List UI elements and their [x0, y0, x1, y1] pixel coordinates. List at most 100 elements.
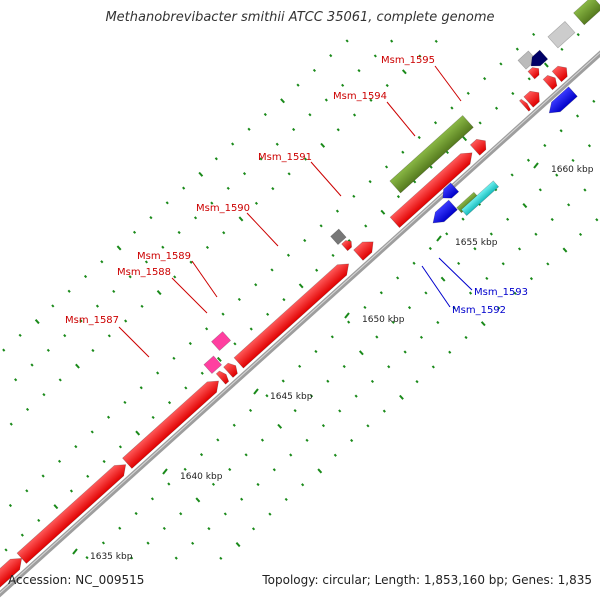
- tick-mark: [198, 171, 204, 177]
- cds-forward-red[interactable]: [542, 73, 560, 91]
- misc-feature-gray[interactable]: [330, 228, 347, 246]
- cds-forward-red[interactable]: [389, 148, 477, 229]
- tick-mark: [14, 378, 18, 382]
- genome-summary-text: Topology: circular; Length: 1,853,160 bp…: [262, 573, 592, 587]
- misc-feature-gray[interactable]: [547, 21, 576, 49]
- cds-forward-red[interactable]: [551, 63, 571, 83]
- cds-reverse-navy[interactable]: [527, 49, 549, 70]
- tick-mark: [150, 497, 155, 501]
- tick-mark: [9, 422, 13, 426]
- tick-mark: [550, 217, 554, 222]
- tick-mark: [363, 305, 367, 310]
- tick-mark: [296, 83, 300, 87]
- tick-mark: [235, 542, 241, 548]
- tick-mark: [107, 334, 111, 338]
- tick-mark: [301, 483, 305, 487]
- tick-mark: [30, 363, 34, 367]
- cds-forward-red[interactable]: [523, 87, 544, 108]
- tick-mark: [233, 342, 237, 346]
- tick-mark: [149, 216, 153, 220]
- tick-mark: [485, 276, 489, 281]
- tick-mark: [345, 39, 349, 43]
- gene-label-msm-1590[interactable]: Msm_1590: [196, 203, 250, 214]
- major-tick-mark: [253, 388, 259, 395]
- tick-label: 1635 kbp: [90, 552, 133, 562]
- tick-mark: [222, 231, 226, 235]
- cds-reverse-blue[interactable]: [429, 199, 458, 228]
- tick-mark: [238, 216, 244, 222]
- tick-mark: [560, 47, 564, 51]
- tick-mark: [308, 113, 312, 117]
- tick-mark: [289, 453, 293, 457]
- tick-mark: [522, 203, 528, 209]
- tick-mark: [91, 348, 95, 353]
- cds-forward-red[interactable]: [233, 259, 353, 369]
- tick-mark: [182, 186, 186, 190]
- cds-forward-red-small[interactable]: [527, 65, 542, 80]
- accession-text: Accession: NC_009515: [8, 573, 145, 587]
- cds-forward-red[interactable]: [353, 237, 378, 261]
- gene-label-msm-1592[interactable]: Msm_1592: [452, 305, 506, 316]
- tick-mark: [396, 276, 400, 280]
- gene-label-msm-1595[interactable]: Msm_1595: [381, 55, 435, 66]
- cds-reverse-blue[interactable]: [545, 86, 578, 118]
- tick-mark: [256, 482, 260, 487]
- tick-mark: [101, 541, 106, 545]
- cds-reverse-blue[interactable]: [439, 182, 460, 203]
- tick-mark: [298, 364, 302, 368]
- gene-label-msm-1589[interactable]: Msm_1589: [137, 251, 191, 262]
- tick-mark: [254, 201, 259, 205]
- tick-mark: [468, 291, 473, 295]
- cds-forward-red[interactable]: [518, 98, 531, 112]
- tick-mark: [116, 245, 122, 251]
- tick-mark: [165, 201, 169, 205]
- tick-mark: [375, 335, 379, 339]
- tick-mark: [357, 69, 361, 73]
- tick-mark: [232, 423, 236, 427]
- tick-mark: [8, 503, 13, 508]
- tick-mark: [161, 245, 165, 249]
- gene-label-msm-1593[interactable]: Msm_1593: [474, 287, 528, 298]
- label-leader-line: [421, 265, 451, 308]
- misc-feature-cyan[interactable]: [460, 180, 500, 216]
- tick-mark: [494, 106, 499, 110]
- tick-mark: [309, 394, 314, 398]
- tick-mark: [515, 47, 519, 51]
- tick-mark: [303, 157, 308, 161]
- tick-mark: [95, 304, 100, 308]
- cds-forward-red[interactable]: [0, 553, 26, 600]
- misc-feature-green[interactable]: [573, 0, 600, 26]
- tick-mark: [445, 150, 450, 155]
- rna-feature-pink[interactable]: [211, 331, 232, 351]
- cds-forward-red-small[interactable]: [341, 238, 355, 252]
- label-leader-line: [191, 260, 218, 298]
- cds-forward-red[interactable]: [469, 136, 490, 156]
- tick-mark: [193, 216, 198, 220]
- tick-mark: [391, 320, 395, 324]
- genome-backbone: [0, 50, 600, 598]
- gene-label-msm-1594[interactable]: Msm_1594: [333, 91, 387, 102]
- tick-mark: [538, 188, 542, 192]
- tick-mark: [281, 379, 285, 383]
- cds-forward-red[interactable]: [122, 376, 224, 469]
- misc-feature-green[interactable]: [389, 115, 474, 194]
- gene-labels: Msm_1587 Msm_1588 Msm_1589 Msm_1590 Msm_…: [65, 55, 528, 358]
- tick-mark: [42, 393, 46, 397]
- cds-forward-red[interactable]: [223, 360, 241, 378]
- cds-forward-red[interactable]: [16, 459, 130, 564]
- tick-mark: [396, 195, 401, 199]
- tick-mark: [428, 246, 432, 251]
- label-leader-line: [171, 277, 208, 314]
- gene-label-msm-1587[interactable]: Msm_1587: [65, 315, 119, 326]
- tick-mark: [555, 173, 559, 177]
- gene-label-msm-1591[interactable]: Msm_1591: [258, 152, 312, 163]
- cds-forward-red[interactable]: [215, 369, 231, 385]
- tick-mark: [240, 497, 244, 501]
- rna-feature-pink[interactable]: [203, 355, 222, 374]
- tick-mark: [205, 327, 209, 331]
- tick-mark: [188, 341, 192, 346]
- tick-mark: [268, 512, 272, 516]
- gene-label-msm-1588[interactable]: Msm_1588: [117, 267, 171, 278]
